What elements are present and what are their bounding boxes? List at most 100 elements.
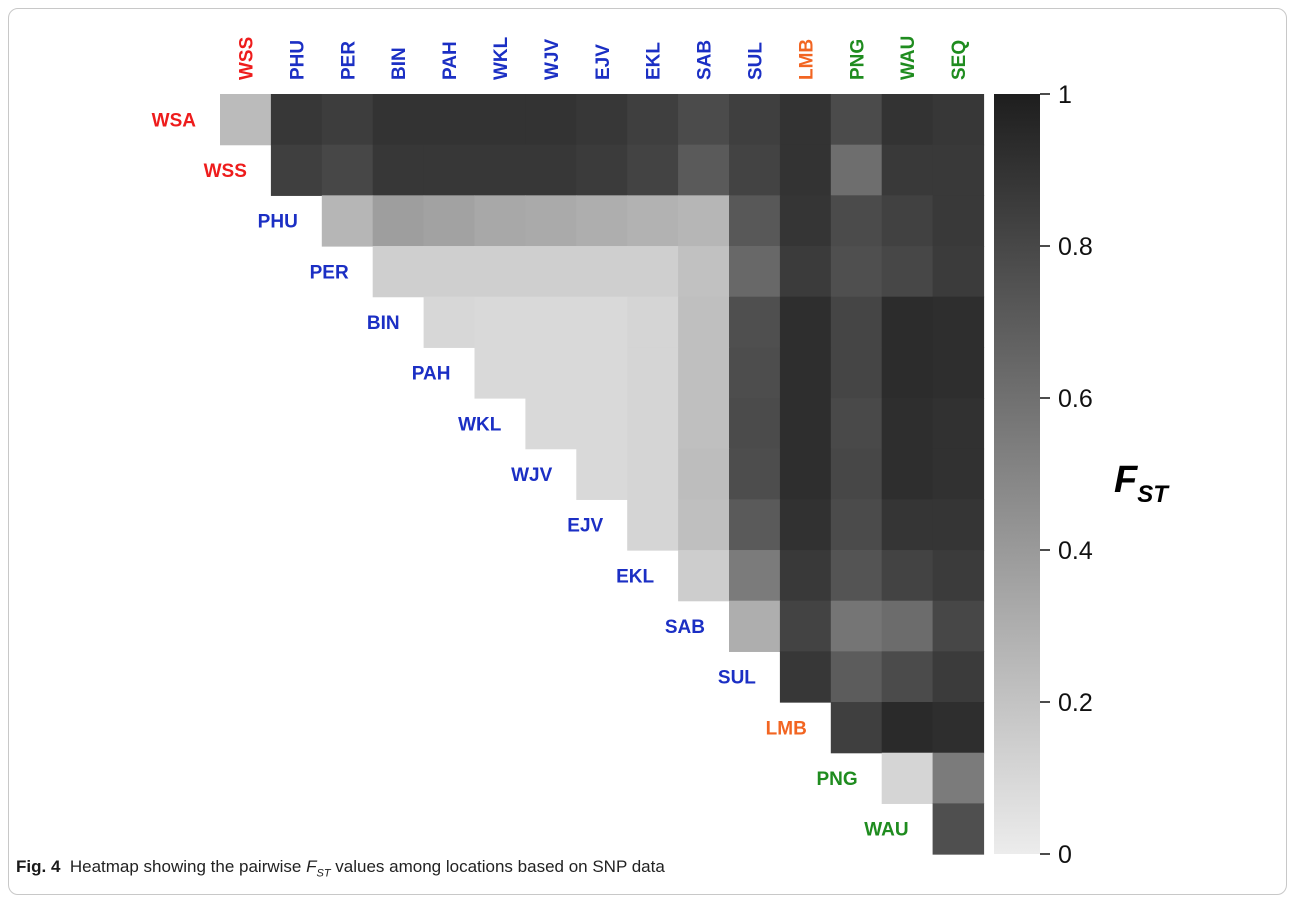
- row-label: PHU: [258, 212, 298, 233]
- figure-caption: Fig. 4 Heatmap showing the pairwise FST …: [16, 857, 665, 879]
- heatmap-cell: [932, 448, 985, 500]
- colorbar-tick-label: 0.8: [1058, 233, 1093, 261]
- heatmap-cell: [932, 398, 985, 450]
- heatmap-cell: [830, 448, 883, 500]
- heatmap-cell: [830, 499, 883, 551]
- heatmap-cell: [932, 195, 985, 247]
- caption-text-after: values among locations based on SNP data: [330, 857, 665, 876]
- heatmap-cell: [729, 499, 781, 551]
- heatmap-cell: [678, 499, 730, 551]
- heatmap-cell: [932, 550, 985, 602]
- heatmap-cell: [474, 144, 526, 196]
- colorbar-label: FST: [1114, 459, 1170, 508]
- heatmap-cell: [525, 347, 577, 399]
- heatmap-cell: [779, 398, 832, 450]
- column-label: LMB: [796, 39, 817, 80]
- heatmap-cell: [576, 94, 628, 146]
- heatmap-cell: [627, 144, 679, 196]
- heatmap-cell: [830, 195, 883, 247]
- heatmap-cell: [678, 398, 730, 450]
- heatmap-cell: [830, 398, 883, 450]
- column-label: BIN: [389, 47, 410, 80]
- row-label: WJV: [511, 465, 553, 486]
- column-label: SUL: [745, 42, 766, 80]
- heatmap-cell: [474, 94, 526, 146]
- heatmap-cell: [881, 347, 934, 399]
- heatmap-cell: [525, 246, 577, 298]
- heatmap-cell: [729, 94, 781, 146]
- row-label: EJV: [567, 516, 603, 537]
- heatmap-cell: [678, 550, 730, 602]
- row-label: SAB: [665, 617, 705, 638]
- heatmap-cell: [881, 144, 934, 196]
- heatmap-cell: [678, 296, 730, 348]
- heatmap-cell: [270, 94, 323, 146]
- heatmap-cell: [932, 752, 985, 804]
- column-label: SAB: [695, 40, 716, 80]
- heatmap-cell: [779, 94, 832, 146]
- heatmap-cell: [729, 600, 781, 652]
- heatmap-cell: [779, 651, 832, 703]
- heatmap-cell: [830, 600, 883, 652]
- heatmap-cell: [779, 144, 832, 196]
- row-label: WSS: [204, 161, 247, 182]
- row-label: WAU: [864, 820, 908, 841]
- column-label: SEQ: [949, 40, 970, 80]
- heatmap-cell: [881, 246, 934, 298]
- heatmap-cell: [881, 94, 934, 146]
- heatmap-cell: [881, 398, 934, 450]
- column-label: WAU: [898, 36, 919, 80]
- heatmap-cell: [678, 144, 730, 196]
- heatmap-cell: [932, 347, 985, 399]
- heatmap-cell: [932, 651, 985, 703]
- row-label: BIN: [367, 313, 400, 334]
- heatmap-cell: [729, 448, 781, 500]
- caption-text-before: Heatmap showing the pairwise: [69, 857, 307, 876]
- caption-figure-number: Fig. 4: [16, 857, 61, 876]
- heatmap-cell: [881, 296, 934, 348]
- column-labels: WSS PHU PER BIN PAH WKL WJV EJV EKL SAB SUL LMB PNG W…: [236, 36, 970, 80]
- heatmap-cell: [321, 94, 374, 146]
- heatmap-cell: [830, 347, 883, 399]
- heatmap-cell: [423, 144, 476, 196]
- column-label: WJV: [542, 39, 563, 81]
- heatmap-cell: [881, 752, 934, 804]
- heatmap-cell: [474, 195, 526, 247]
- heatmap-cell: [881, 651, 934, 703]
- heatmap-cell: [220, 94, 272, 146]
- heatmap-cell: [372, 144, 425, 196]
- heatmap-cell: [932, 94, 985, 146]
- column-label: PHU: [287, 40, 308, 80]
- heatmap-cell: [830, 296, 883, 348]
- colorbar-tick-label: 0.6: [1058, 385, 1093, 413]
- heatmap-cell: [830, 144, 883, 196]
- colorbar-tick-label: 0.4: [1058, 537, 1093, 565]
- heatmap-cell: [830, 94, 883, 146]
- colorbar-tick-label: 0.2: [1058, 689, 1093, 717]
- heatmap-cell: [321, 144, 374, 196]
- row-label: PER: [310, 262, 349, 283]
- row-label: LMB: [766, 718, 807, 739]
- column-label: PAH: [440, 41, 461, 80]
- column-label: PNG: [847, 39, 868, 80]
- heatmap-cell: [474, 347, 526, 399]
- heatmap-cell: [779, 246, 832, 298]
- heatmap-cell: [779, 499, 832, 551]
- heatmap-cell: [525, 94, 577, 146]
- column-label: PER: [338, 41, 359, 80]
- heatmap-cell: [779, 600, 832, 652]
- heatmap-cell: [525, 144, 577, 196]
- colorbar: 0 0.2 0.4 0.6 0.8 1 FST: [994, 81, 1170, 869]
- heatmap-cell: [627, 398, 679, 450]
- heatmap-cell: [932, 296, 985, 348]
- heatmap-cell: [270, 144, 323, 196]
- caption-symbol: F: [306, 857, 317, 876]
- heatmap-cell: [779, 296, 832, 348]
- heatmap-cell: [932, 144, 985, 196]
- heatmap-cell: [881, 195, 934, 247]
- heatmap-cell: [576, 246, 628, 298]
- heatmap-cell: [932, 702, 985, 754]
- heatmap-cell: [779, 550, 832, 602]
- heatmap-cell: [881, 499, 934, 551]
